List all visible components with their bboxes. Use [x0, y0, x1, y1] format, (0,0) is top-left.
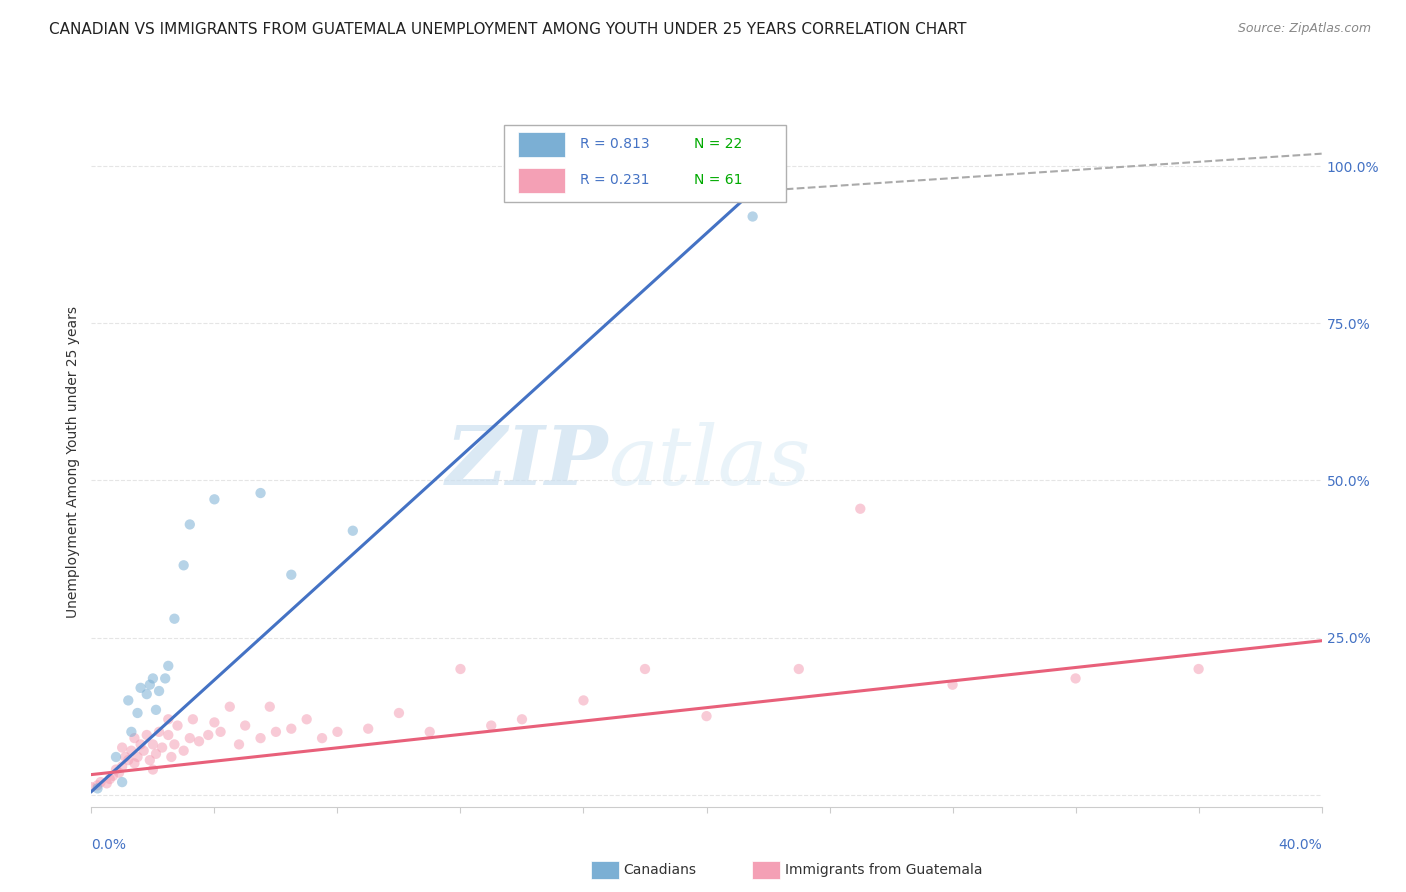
Point: [849, 501, 872, 516]
Point: [249, 486, 271, 500]
Point: [202, 715, 225, 730]
Point: [249, 731, 271, 746]
Point: [510, 712, 533, 726]
Point: [188, 734, 211, 748]
Point: [145, 747, 167, 761]
Text: 0.0%: 0.0%: [91, 838, 127, 852]
Point: [696, 709, 718, 723]
Text: 40.0%: 40.0%: [1278, 838, 1322, 852]
Point: [80, 780, 103, 794]
Point: [108, 765, 131, 780]
Point: [86, 778, 108, 792]
Point: [1187, 662, 1209, 676]
Point: [259, 699, 281, 714]
Point: [86, 781, 108, 796]
Point: [787, 662, 810, 676]
Point: [202, 492, 225, 507]
Point: [111, 759, 134, 773]
Point: [127, 750, 149, 764]
Point: [117, 753, 139, 767]
Text: N = 61: N = 61: [695, 173, 742, 187]
Point: [129, 738, 152, 752]
Point: [197, 728, 219, 742]
Point: [135, 728, 157, 742]
Point: [942, 678, 965, 692]
Point: [342, 524, 364, 538]
Point: [280, 567, 302, 582]
Point: [117, 693, 139, 707]
Text: Immigrants from Guatemala: Immigrants from Guatemala: [785, 863, 981, 877]
Text: Source: ZipAtlas.com: Source: ZipAtlas.com: [1237, 22, 1371, 36]
Point: [142, 763, 165, 777]
Point: [311, 731, 333, 746]
Point: [233, 718, 256, 732]
Point: [419, 724, 441, 739]
Point: [105, 763, 127, 777]
Point: [129, 681, 152, 695]
Text: CANADIAN VS IMMIGRANTS FROM GUATEMALA UNEMPLOYMENT AMONG YOUTH UNDER 25 YEARS CO: CANADIAN VS IMMIGRANTS FROM GUATEMALA UN…: [49, 22, 967, 37]
Point: [127, 706, 149, 720]
Point: [173, 558, 195, 573]
Point: [572, 693, 595, 707]
Point: [157, 728, 180, 742]
Point: [218, 699, 240, 714]
Point: [173, 744, 195, 758]
Point: [357, 722, 380, 736]
Text: N = 22: N = 22: [695, 137, 742, 152]
Point: [388, 706, 411, 720]
Bar: [519, 132, 565, 157]
Point: [148, 684, 170, 698]
Point: [479, 718, 502, 732]
Point: [209, 724, 232, 739]
Point: [264, 724, 287, 739]
FancyBboxPatch shape: [503, 125, 786, 202]
Point: [90, 775, 112, 789]
Point: [163, 738, 186, 752]
Point: [142, 738, 165, 752]
Text: R = 0.231: R = 0.231: [579, 173, 650, 187]
Point: [181, 712, 204, 726]
Text: Canadians: Canadians: [623, 863, 696, 877]
Point: [124, 756, 146, 771]
Point: [120, 724, 142, 739]
Point: [135, 687, 157, 701]
Point: [114, 750, 136, 764]
Point: [145, 703, 167, 717]
Point: [160, 750, 183, 764]
Text: ZIP: ZIP: [446, 422, 607, 501]
Y-axis label: Unemployment Among Youth under 25 years: Unemployment Among Youth under 25 years: [66, 306, 80, 617]
Point: [139, 753, 162, 767]
Point: [326, 724, 349, 739]
Point: [124, 731, 146, 746]
Point: [98, 772, 121, 786]
Point: [157, 658, 180, 673]
Point: [139, 678, 162, 692]
Point: [157, 712, 180, 726]
Point: [1064, 672, 1087, 686]
Point: [111, 740, 134, 755]
Point: [153, 672, 177, 686]
Point: [228, 738, 250, 752]
Point: [634, 662, 657, 676]
Point: [179, 731, 201, 746]
Point: [166, 718, 188, 732]
Point: [179, 517, 201, 532]
Point: [449, 662, 471, 676]
Text: R = 0.813: R = 0.813: [579, 137, 650, 152]
Point: [280, 722, 302, 736]
Point: [741, 210, 763, 224]
Point: [142, 672, 165, 686]
Point: [132, 744, 155, 758]
Point: [148, 724, 170, 739]
Point: [150, 740, 173, 755]
Point: [295, 712, 318, 726]
Point: [101, 769, 124, 783]
Point: [120, 744, 142, 758]
Point: [163, 612, 186, 626]
Point: [111, 775, 134, 789]
Text: atlas: atlas: [607, 422, 810, 501]
Bar: [519, 168, 565, 193]
Point: [96, 776, 118, 790]
Point: [105, 750, 127, 764]
